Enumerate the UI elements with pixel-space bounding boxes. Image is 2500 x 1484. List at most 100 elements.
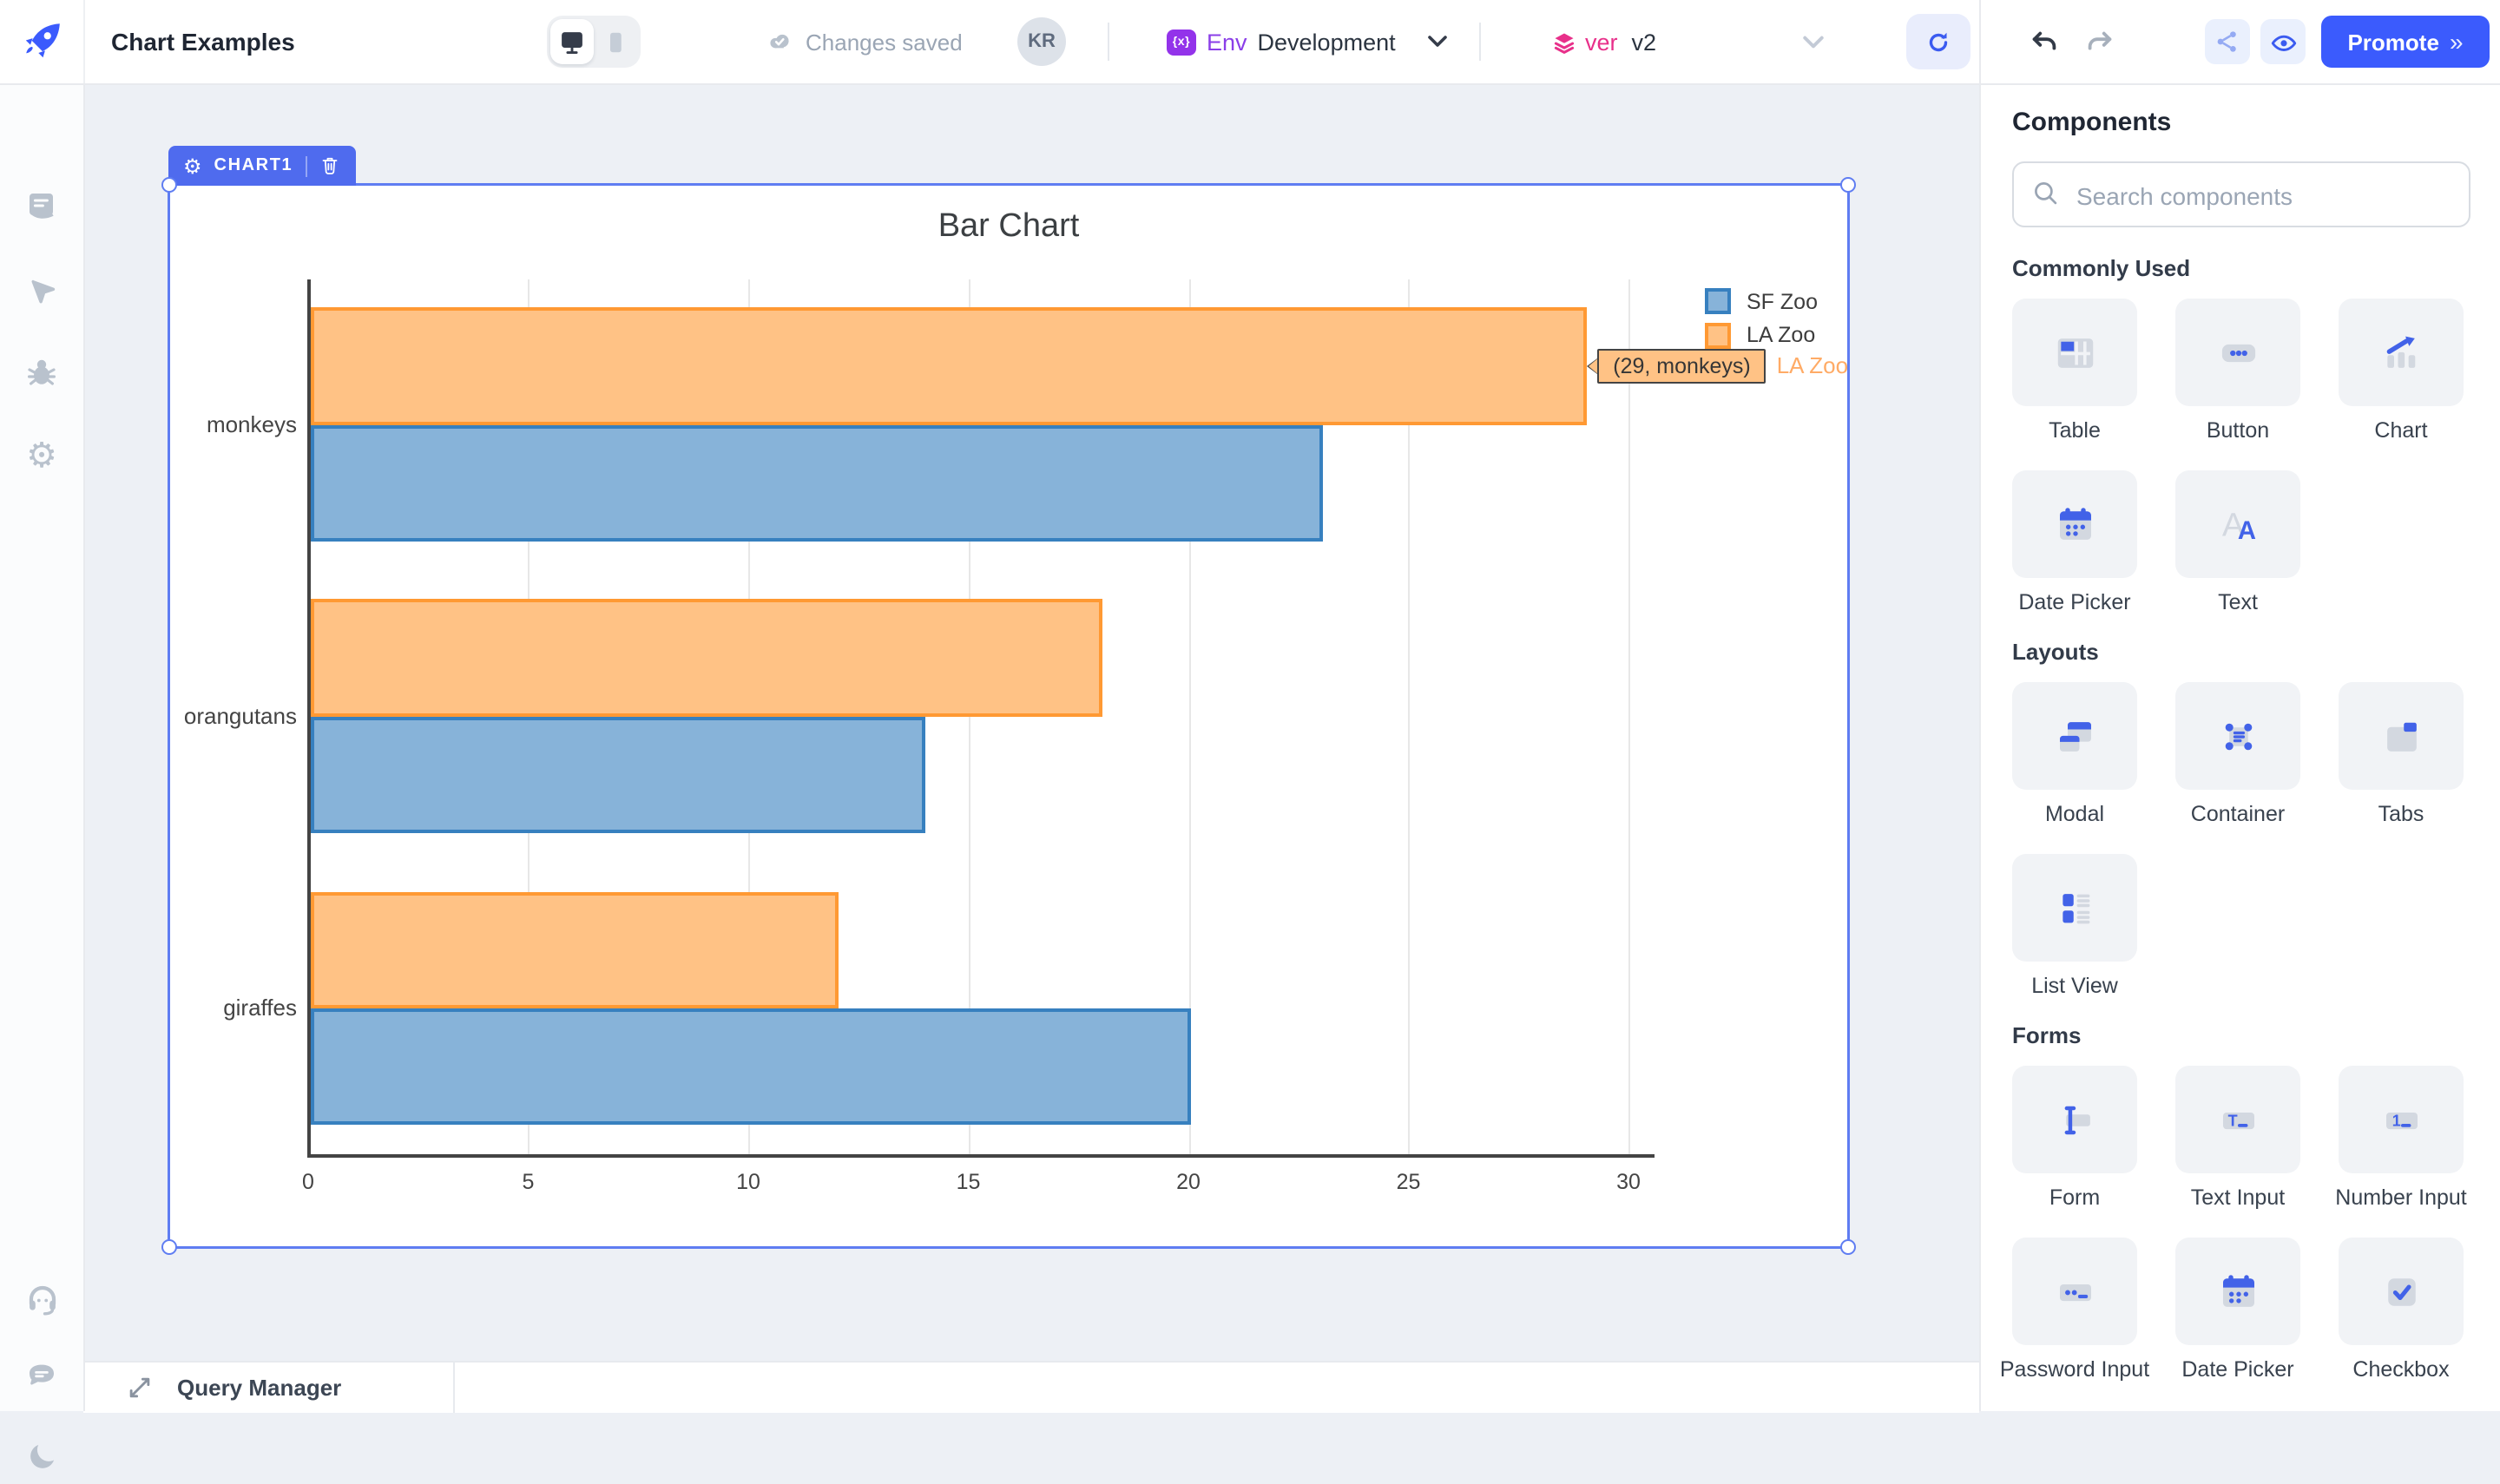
redo-button[interactable]: [2080, 23, 2118, 61]
resize-handle-ne[interactable]: [1840, 177, 1856, 193]
env-badge-icon: {x}: [1167, 29, 1196, 55]
chevron-down-icon: [1427, 35, 1448, 49]
components-panel: Components Commonly UsedTableButtonChart…: [1979, 83, 2500, 1411]
table-icon: [2012, 299, 2137, 406]
bar-sfzoo-orangutans[interactable]: [310, 717, 926, 834]
sidebar-item-scripts[interactable]: [0, 177, 83, 236]
tile-label: List View: [2031, 974, 2118, 998]
component-tile-container[interactable]: Container: [2175, 682, 2300, 826]
component-tile-table[interactable]: Table: [2012, 299, 2137, 443]
trash-icon[interactable]: [319, 154, 339, 177]
bar-sfzoo-giraffes[interactable]: [310, 1008, 1190, 1126]
desktop-icon: [557, 27, 587, 56]
resize-handle-se[interactable]: [1840, 1239, 1856, 1255]
panel-section: LayoutsModalContainerTabsList View: [2012, 639, 2470, 998]
device-preview-toggle[interactable]: [547, 16, 641, 68]
datepicker-icon: [2175, 1238, 2300, 1345]
bar-lazoo-monkeys[interactable]: [310, 308, 1586, 425]
component-tile-modal[interactable]: Modal: [2012, 682, 2137, 826]
share-button[interactable]: [2205, 19, 2250, 64]
component-tile-button[interactable]: Button: [2175, 299, 2300, 443]
env-label: Env: [1207, 29, 1247, 55]
component-tile-text[interactable]: AAText: [2175, 470, 2300, 614]
y-category-label: orangutans: [170, 703, 297, 729]
sidebar-item-feedback[interactable]: [0, 1345, 83, 1404]
version-selector[interactable]: ver v2: [1552, 0, 1656, 83]
resize-handle-nw[interactable]: [161, 177, 177, 193]
resize-handle-sw[interactable]: [161, 1239, 177, 1255]
component-settings-gear-icon[interactable]: ⚙: [183, 155, 202, 176]
component-tile-form[interactable]: Form: [2012, 1066, 2137, 1210]
tile-label: Date Picker: [2018, 590, 2130, 614]
chart-legend[interactable]: SF Zoo LA Zoo: [1705, 285, 1818, 352]
undo-icon: [2027, 25, 2060, 58]
desktop-toggle-button[interactable]: [550, 19, 594, 64]
app-header: Chart Examples Changes saved: [0, 0, 2500, 85]
support-headset-icon: [23, 1280, 60, 1317]
y-category-label: monkeys: [170, 410, 297, 437]
double-chevron-icon: »: [2450, 28, 2464, 56]
numberinput-icon: 1: [2339, 1066, 2464, 1173]
legend-swatch: [1705, 289, 1731, 315]
x-tick-label: 10: [710, 1170, 786, 1194]
query-manager-bar[interactable]: Query Manager: [83, 1361, 1979, 1413]
component-tile-text-input[interactable]: TText Input: [2175, 1066, 2300, 1210]
preview-button[interactable]: [2260, 19, 2306, 64]
container-icon: [2175, 682, 2300, 790]
sync-button[interactable]: [1906, 14, 1970, 69]
undo-button[interactable]: [2024, 23, 2062, 61]
search-input[interactable]: [2073, 163, 2444, 229]
app-canvas[interactable]: ⚙ CHART1 Bar Chart 051015202530monkeysor…: [83, 83, 1979, 1411]
bar-lazoo-orangutans[interactable]: [310, 600, 1102, 717]
sync-icon: [1924, 27, 1953, 56]
component-tile-tabs[interactable]: Tabs: [2339, 682, 2464, 826]
tile-label: Password Input: [2000, 1357, 2149, 1382]
component-badge[interactable]: ⚙ CHART1: [168, 146, 355, 186]
legend-entry[interactable]: SF Zoo: [1705, 285, 1818, 318]
section-heading: Commonly Used: [2012, 255, 2470, 281]
passwordinput-icon: [2012, 1238, 2137, 1345]
component-tile-chart[interactable]: Chart: [2339, 299, 2464, 443]
component-tile-list-view[interactable]: List View: [2012, 854, 2137, 998]
app-logo[interactable]: [0, 0, 85, 83]
sidebar-item-navigate[interactable]: [0, 260, 83, 319]
tile-label: Number Input: [2335, 1185, 2466, 1210]
promote-label: Promote: [2347, 29, 2438, 55]
search-icon: [2031, 179, 2062, 210]
tabs-icon: [2339, 682, 2464, 790]
component-tile-date-picker[interactable]: Date Picker: [2175, 1238, 2300, 1382]
tile-label: Checkbox: [2352, 1357, 2449, 1382]
gear-icon: ⚙: [26, 439, 57, 474]
component-tile-password-input[interactable]: Password Input: [2012, 1238, 2137, 1382]
expand-icon[interactable]: [125, 1373, 155, 1402]
tile-label: Text Input: [2191, 1185, 2285, 1210]
bar-sfzoo-monkeys[interactable]: [310, 424, 1322, 542]
bar-lazoo-giraffes[interactable]: [310, 891, 838, 1008]
button-icon: [2175, 299, 2300, 406]
user-avatar[interactable]: KR: [1017, 17, 1066, 66]
y-axis-line: [306, 279, 310, 1158]
environment-selector[interactable]: {x} Env Development: [1167, 0, 1448, 83]
tile-label: Tabs: [2378, 802, 2424, 826]
scripts-icon: [24, 189, 59, 224]
modal-icon: [2012, 682, 2137, 790]
panel-section: Commonly Used Table Button Chart Date Picker…: [2012, 255, 2470, 614]
component-tile-number-input[interactable]: 1Number Input: [2339, 1066, 2464, 1210]
sidebar-item-settings[interactable]: ⚙: [0, 427, 83, 486]
promote-button[interactable]: Promote »: [2321, 16, 2490, 68]
panel-section: FormsFormTText Input1Number InputPasswor…: [2012, 1022, 2470, 1382]
chart1-component[interactable]: ⚙ CHART1 Bar Chart 051015202530monkeysor…: [170, 186, 1847, 1246]
chevron-down-icon[interactable]: [1802, 35, 1825, 50]
tooltip-series-label: LA Zoo: [1777, 353, 1848, 379]
mobile-toggle-button[interactable]: [594, 19, 637, 64]
sidebar-item-debug[interactable]: [0, 342, 83, 401]
sidebar-item-support[interactable]: [0, 1269, 83, 1328]
component-tile-date-picker[interactable]: Date Picker: [2012, 470, 2137, 614]
component-search[interactable]: [2012, 161, 2470, 227]
listview-icon: [2012, 854, 2137, 962]
component-tile-checkbox[interactable]: Checkbox: [2339, 1238, 2464, 1382]
version-layers-icon: [1552, 29, 1576, 55]
sidebar-item-dark-mode[interactable]: [0, 1425, 83, 1484]
svg-text:1: 1: [2391, 1112, 2400, 1129]
redo-icon: [2082, 25, 2115, 58]
